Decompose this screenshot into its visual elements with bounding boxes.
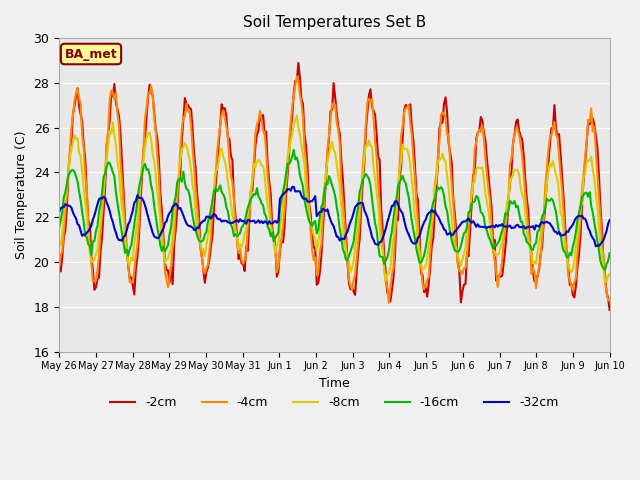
-4cm (293, 73, 301, 79)
-2cm (220, 107, 227, 112)
-32cm (298, 192, 305, 198)
-4cm (247, 196, 255, 202)
-16cm (55, 225, 63, 230)
-4cm (220, 108, 227, 113)
-32cm (592, 243, 600, 249)
-2cm (123, 247, 131, 252)
-8cm (606, 271, 614, 277)
-16cm (606, 250, 614, 256)
-8cm (238, 244, 246, 250)
Y-axis label: Soil Temperature (C): Soil Temperature (C) (15, 131, 28, 259)
-32cm (55, 209, 63, 215)
-2cm (294, 60, 302, 66)
-16cm (247, 196, 255, 202)
-16cm (601, 267, 609, 273)
-32cm (238, 218, 246, 224)
-4cm (578, 185, 586, 191)
Legend: -2cm, -4cm, -8cm, -16cm, -32cm: -2cm, -4cm, -8cm, -16cm, -32cm (105, 391, 564, 414)
-2cm (577, 232, 584, 238)
Line: -32cm: -32cm (59, 187, 610, 246)
Title: Soil Temperatures Set B: Soil Temperatures Set B (243, 15, 426, 30)
-8cm (603, 279, 611, 285)
-16cm (290, 147, 298, 153)
-32cm (123, 228, 131, 234)
-16cm (123, 247, 131, 252)
-8cm (577, 204, 584, 209)
-16cm (298, 178, 305, 184)
Text: BA_met: BA_met (65, 48, 117, 60)
-4cm (123, 248, 131, 254)
-4cm (55, 263, 63, 268)
-8cm (220, 154, 227, 160)
-2cm (238, 261, 246, 266)
-8cm (298, 143, 305, 148)
-2cm (55, 267, 63, 273)
-2cm (298, 97, 305, 103)
Line: -2cm: -2cm (59, 63, 610, 310)
-8cm (293, 113, 301, 119)
Line: -8cm: -8cm (59, 116, 610, 282)
-2cm (606, 307, 614, 313)
-32cm (577, 214, 584, 219)
Line: -4cm: -4cm (59, 76, 610, 303)
-32cm (290, 184, 298, 190)
-16cm (220, 192, 227, 197)
-8cm (123, 246, 131, 252)
-4cm (606, 296, 614, 302)
-32cm (606, 217, 614, 223)
X-axis label: Time: Time (319, 377, 350, 390)
-8cm (247, 188, 255, 193)
-4cm (298, 100, 305, 106)
-32cm (220, 218, 227, 224)
-32cm (247, 218, 255, 224)
-4cm (238, 257, 246, 263)
-2cm (247, 187, 255, 193)
-4cm (385, 300, 393, 306)
Line: -16cm: -16cm (59, 150, 610, 270)
-8cm (55, 242, 63, 248)
-16cm (577, 202, 584, 208)
-16cm (238, 225, 246, 230)
